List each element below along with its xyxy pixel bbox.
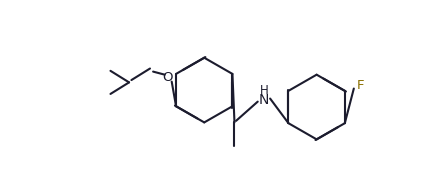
Text: N: N bbox=[259, 93, 269, 107]
Text: H: H bbox=[260, 84, 268, 97]
Text: O: O bbox=[163, 71, 173, 84]
Text: F: F bbox=[356, 79, 364, 92]
